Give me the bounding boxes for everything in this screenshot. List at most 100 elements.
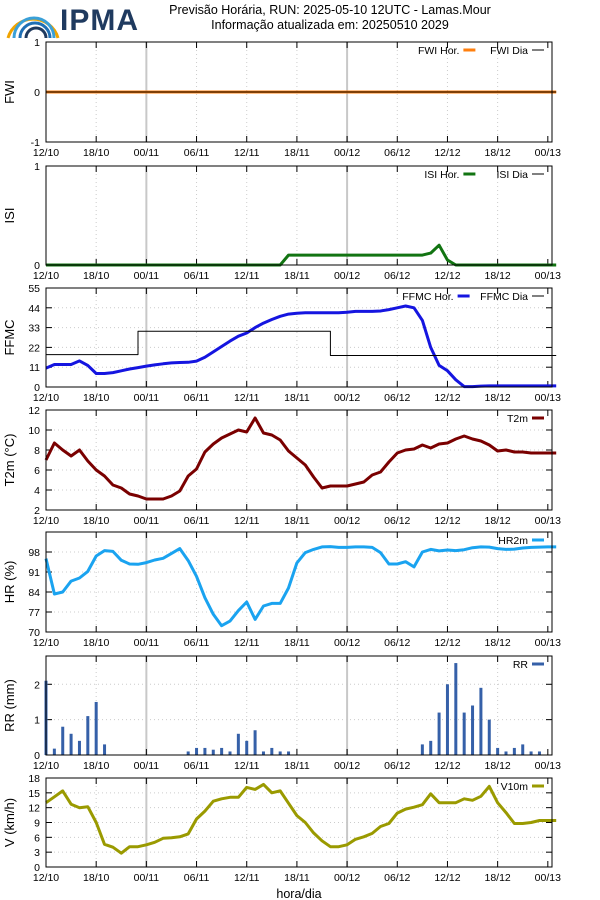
x-tick-label: 06/12 (384, 872, 410, 884)
y-tick-label: 77 (28, 607, 40, 619)
rr-bar (429, 740, 433, 755)
x-tick-label: 06/12 (384, 147, 410, 159)
x-tick-label: 00/13 (535, 270, 561, 282)
plot-frame (45, 287, 553, 388)
rr-bar (420, 744, 424, 755)
chart-header: Previsão Horária, RUN: 2025-05-10 12UTC … (120, 3, 540, 33)
x-tick-label: 00/13 (535, 515, 561, 527)
rr-bar (454, 663, 458, 755)
x-tick-label: 18/10 (83, 872, 109, 884)
x-tick-label: 06/11 (184, 515, 210, 527)
x-tick-label: 06/11 (184, 760, 210, 772)
y-tick-label: 3 (34, 847, 40, 859)
x-tick-label: 12/11 (234, 872, 260, 884)
x-tick-label: 00/13 (535, 637, 561, 649)
x-tick-label: 12/11 (234, 515, 260, 527)
x-tick-label: 12/10 (33, 270, 59, 282)
x-tick-label: 12/12 (434, 392, 460, 404)
x-tick-label: 18/10 (83, 147, 109, 159)
x-tick-label: 18/11 (284, 147, 310, 159)
x-tick-label: 00/13 (535, 147, 561, 159)
series-line-ffmc-1 (46, 330, 557, 356)
x-tick-label: 00/12 (334, 637, 360, 649)
x-tick-label: 00/12 (334, 270, 360, 282)
x-tick-label: 18/10 (83, 760, 109, 772)
x-tick-label: 06/12 (384, 515, 410, 527)
x-tick-label: 12/12 (434, 270, 460, 282)
rr-bar (479, 687, 483, 755)
y-tick-label: 91 (28, 567, 40, 579)
y-tick-label: 22 (28, 342, 40, 354)
rr-bar (462, 712, 466, 755)
x-tick-label: 00/11 (134, 760, 160, 772)
rr-bar (496, 747, 500, 755)
rr-bar (287, 751, 291, 755)
x-tick-label: 18/11 (284, 760, 310, 772)
x-tick-label: 12/11 (234, 760, 260, 772)
panel-t2m: 2 4 6 8 10 12 12/10 18/10 00/11 06/11 12/11 18/11 00… (2, 405, 561, 527)
x-tick-label: 00/13 (535, 392, 561, 404)
x-tick-label: 12/12 (434, 515, 460, 527)
rr-bar (437, 712, 441, 755)
x-tick-label: 18/12 (484, 872, 510, 884)
panel-ffmc: 0 11 22 33 44 55 12/10 18/10 00/11 06/11 12/11 18/1… (2, 283, 561, 404)
legend-label: FWI Dia (490, 45, 528, 57)
y-tick-label: 2 (34, 679, 40, 691)
y-tick-label: 84 (28, 587, 40, 599)
rr-bar (261, 751, 265, 755)
x-axis-label: hora/dia (276, 887, 321, 900)
x-tick-label: 12/10 (33, 515, 59, 527)
series-line-t2m-0 (44, 416, 557, 501)
panel-v10m: 0 3 6 9 12 15 18 12/10 18/10 00/11 06/11 12/11 18/11… (2, 773, 561, 884)
series-line-ffmc-0 (45, 304, 557, 389)
y-tick-label: 0 (34, 862, 40, 874)
rr-bar (203, 747, 207, 755)
logo-wordmark: IPMA (60, 4, 139, 37)
y-tick-label: 33 (28, 323, 40, 335)
x-tick-label: 18/11 (284, 270, 310, 282)
x-tick-label: 12/10 (33, 760, 59, 772)
y-tick-label: 55 (28, 283, 40, 295)
rr-bar (52, 748, 56, 755)
y-tick-label: 44 (28, 303, 40, 315)
rr-bar (94, 701, 98, 755)
x-tick-label: 00/12 (334, 872, 360, 884)
legend-label: ISI Dia (496, 169, 528, 181)
y-tick-label: 6 (34, 832, 40, 844)
y-axis-label: T2m (°C) (2, 434, 17, 487)
legend-label: FFMC Hor. (402, 291, 453, 303)
series-line-v10m-0 (45, 782, 557, 855)
plot-frame (45, 531, 553, 633)
x-tick-label: 18/12 (484, 637, 510, 649)
rr-bar (487, 719, 491, 755)
x-tick-label: 00/12 (334, 515, 360, 527)
x-tick-label: 12/10 (33, 147, 59, 159)
rr-bar (61, 726, 65, 755)
x-tick-label: 00/11 (134, 392, 160, 404)
rr-bar (211, 749, 215, 755)
y-axis-label: RR (mm) (2, 679, 17, 732)
x-tick-label: 06/12 (384, 270, 410, 282)
rr-bar (220, 747, 224, 755)
plot-frame (45, 165, 553, 266)
x-tick-label: 00/11 (134, 270, 160, 282)
x-tick-label: 18/12 (484, 392, 510, 404)
x-tick-label: 12/11 (234, 637, 260, 649)
x-tick-label: 00/11 (134, 147, 160, 159)
panel-fwi: -1 0 1 12/10 18/10 00/11 06/11 12/11 18/11 00/12 0… (2, 37, 561, 159)
y-tick-label: -1 (31, 137, 40, 149)
rr-bar (504, 751, 508, 755)
y-tick-label: 12 (28, 405, 40, 417)
rr-bar (86, 716, 90, 755)
y-axis-label: V (km/h) (2, 798, 17, 847)
panel-isi: 0 1 12/10 18/10 00/11 06/11 12/11 18/11 00/12 06/… (2, 161, 561, 282)
x-tick-label: 12/10 (33, 872, 59, 884)
legend-label: ISI Hor. (424, 169, 459, 181)
y-tick-label: 70 (28, 627, 40, 639)
x-tick-label: 12/11 (234, 147, 260, 159)
y-tick-label: 18 (28, 773, 40, 785)
y-tick-label: 8 (34, 445, 40, 457)
x-tick-label: 18/10 (83, 392, 109, 404)
rr-bar (445, 684, 449, 755)
x-tick-label: 18/10 (83, 270, 109, 282)
